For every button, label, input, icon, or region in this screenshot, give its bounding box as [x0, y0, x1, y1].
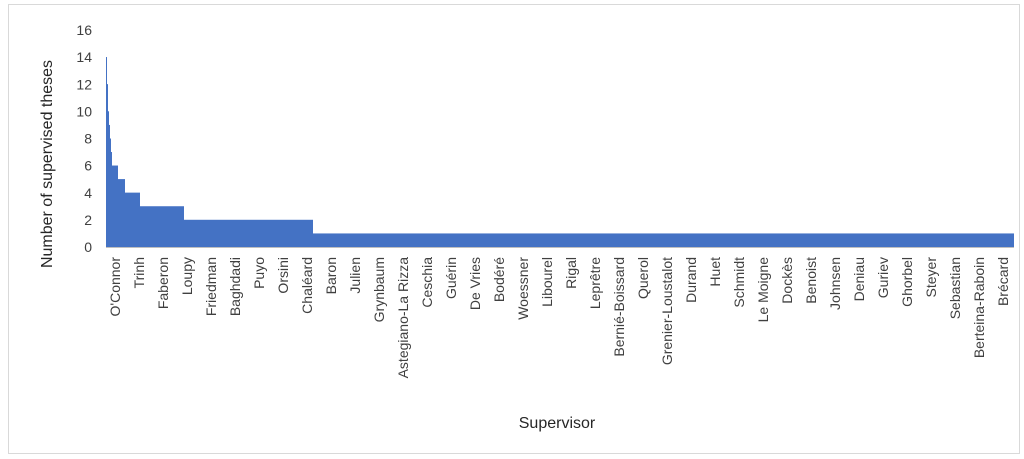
x-tick-label: Grenier-Loustalot — [659, 257, 675, 365]
y-tick-label: 6 — [84, 158, 92, 174]
y-axis-title: Number of supervised theses — [39, 60, 56, 268]
x-tick-label: Brécard — [995, 257, 1011, 306]
x-tick-label: Ghorbel — [899, 257, 915, 307]
area-step — [110, 138, 111, 247]
x-tick-label: Rigal — [563, 257, 579, 289]
x-axis-title: Supervisor — [519, 415, 596, 432]
y-tick-label: 14 — [76, 49, 92, 65]
area-step — [106, 57, 107, 247]
x-tick-label: Huet — [707, 257, 723, 287]
x-tick-label: Schmidt — [731, 257, 747, 308]
x-tick-label: Dockès — [779, 257, 795, 304]
x-tick-label: Durand — [683, 257, 699, 303]
y-tick-label: 12 — [76, 76, 92, 92]
area-step — [313, 233, 1014, 247]
x-tick-label: Bodéré — [491, 257, 507, 302]
y-tick-labels: 0 2 4 6 8 10 12 14 16 — [76, 22, 92, 255]
x-tick-label: De Vries — [467, 257, 483, 310]
x-tick-label: Benoist — [803, 257, 819, 304]
area-step — [109, 124, 110, 247]
y-tick-label: 8 — [84, 131, 92, 147]
y-tick-label: 16 — [76, 22, 92, 38]
x-tick-label: Trinh — [131, 257, 147, 288]
x-tick-label: Bernié-Boissard — [611, 257, 627, 357]
chart-svg: 0 2 4 6 8 10 12 14 16 O'Connor Trinh Faberon Loupy F… — [39, 22, 1014, 432]
x-tick-label: Baron — [323, 257, 339, 294]
x-tick-label: Chaléard — [299, 257, 315, 314]
x-tick-label: Loupy — [179, 257, 195, 295]
area-step — [140, 206, 184, 247]
x-tick-label: Querol — [635, 257, 651, 299]
area-step — [125, 192, 140, 247]
area-step — [111, 152, 112, 247]
x-tick-label: Orsini — [275, 257, 291, 294]
chart-frame: 0 2 4 6 8 10 12 14 16 O'Connor Trinh Faberon Loupy F… — [8, 4, 1020, 454]
x-tick-label: Faberon — [155, 257, 171, 309]
x-tick-label: Johnsen — [827, 257, 843, 310]
x-tick-label: Sebastian — [947, 257, 963, 319]
x-tick-label: Leprêtre — [587, 257, 603, 309]
y-tick-label: 10 — [76, 103, 92, 119]
y-tick-label: 2 — [84, 212, 92, 228]
x-tick-label: Baghdadi — [227, 257, 243, 316]
x-tick-label: Steyer — [923, 257, 939, 298]
x-tick-label: Deniau — [851, 257, 867, 301]
x-tick-label: Guriev — [875, 257, 891, 298]
x-tick-label: Libourel — [539, 257, 555, 307]
area-step — [107, 84, 108, 247]
area-step — [108, 111, 109, 247]
area-step — [184, 219, 313, 247]
x-tick-label: Julien — [347, 257, 363, 294]
x-tick-label: Puyo — [251, 257, 267, 289]
y-tick-label: 4 — [84, 185, 92, 201]
x-tick-label: Le Moigne — [755, 257, 771, 323]
x-tick-label: Astegiano-La Rizza — [395, 257, 411, 379]
x-tick-labels: O'Connor Trinh Faberon Loupy Friedman Baghdad… — [107, 257, 1011, 379]
area-series — [106, 57, 1014, 247]
x-tick-label: Grynbaum — [371, 257, 387, 322]
x-tick-label: Friedman — [203, 257, 219, 316]
x-tick-label: Berteina-Raboin — [971, 257, 987, 358]
y-tick-label: 0 — [84, 239, 92, 255]
x-tick-label: Woessner — [515, 257, 531, 320]
x-tick-label: Ceschia — [419, 257, 435, 308]
x-tick-label: Guérin — [443, 257, 459, 299]
x-tick-label: O'Connor — [107, 257, 123, 317]
area-layer — [106, 57, 1014, 247]
area-step — [112, 165, 118, 247]
area-step — [118, 179, 125, 247]
